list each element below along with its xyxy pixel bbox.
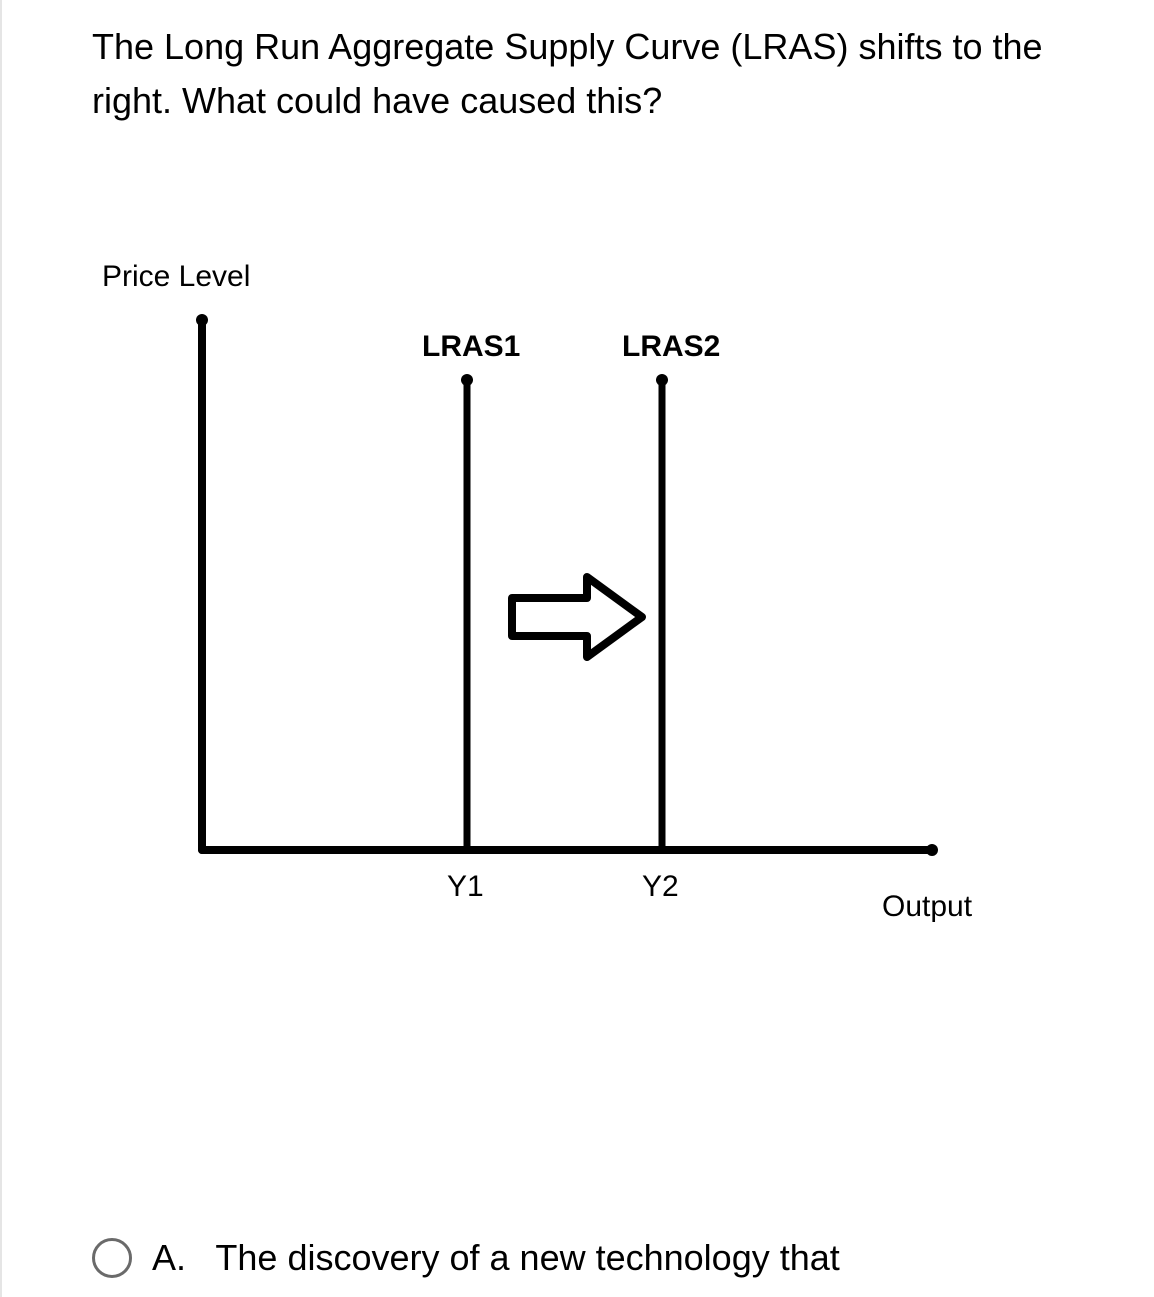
lras2-end-dot xyxy=(656,374,668,386)
x-tick-y1: Y1 xyxy=(447,870,484,904)
question-prompt: The Long Run Aggregate Supply Curve (LRA… xyxy=(92,20,1082,128)
answer-body: The discovery of a new technology that xyxy=(215,1237,839,1278)
radio-unchecked-icon[interactable] xyxy=(92,1238,132,1278)
answer-option-a-text: A. The discovery of a new technology tha… xyxy=(152,1235,840,1282)
lras-chart: Price Level LRAS1 LRAS2 Y1 Y2 Output xyxy=(92,260,1072,1040)
answer-letter: A. xyxy=(152,1237,186,1278)
x-axis-label: Output xyxy=(882,890,972,924)
x-tick-y2: Y2 xyxy=(642,870,679,904)
lras1-end-dot xyxy=(461,374,473,386)
y-axis-end-dot xyxy=(196,314,208,326)
answer-option-a[interactable]: A. The discovery of a new technology tha… xyxy=(92,1235,1092,1282)
page: The Long Run Aggregate Supply Curve (LRA… xyxy=(0,0,1154,1297)
shift-arrow-icon xyxy=(512,577,642,657)
x-axis-end-dot xyxy=(926,844,938,856)
